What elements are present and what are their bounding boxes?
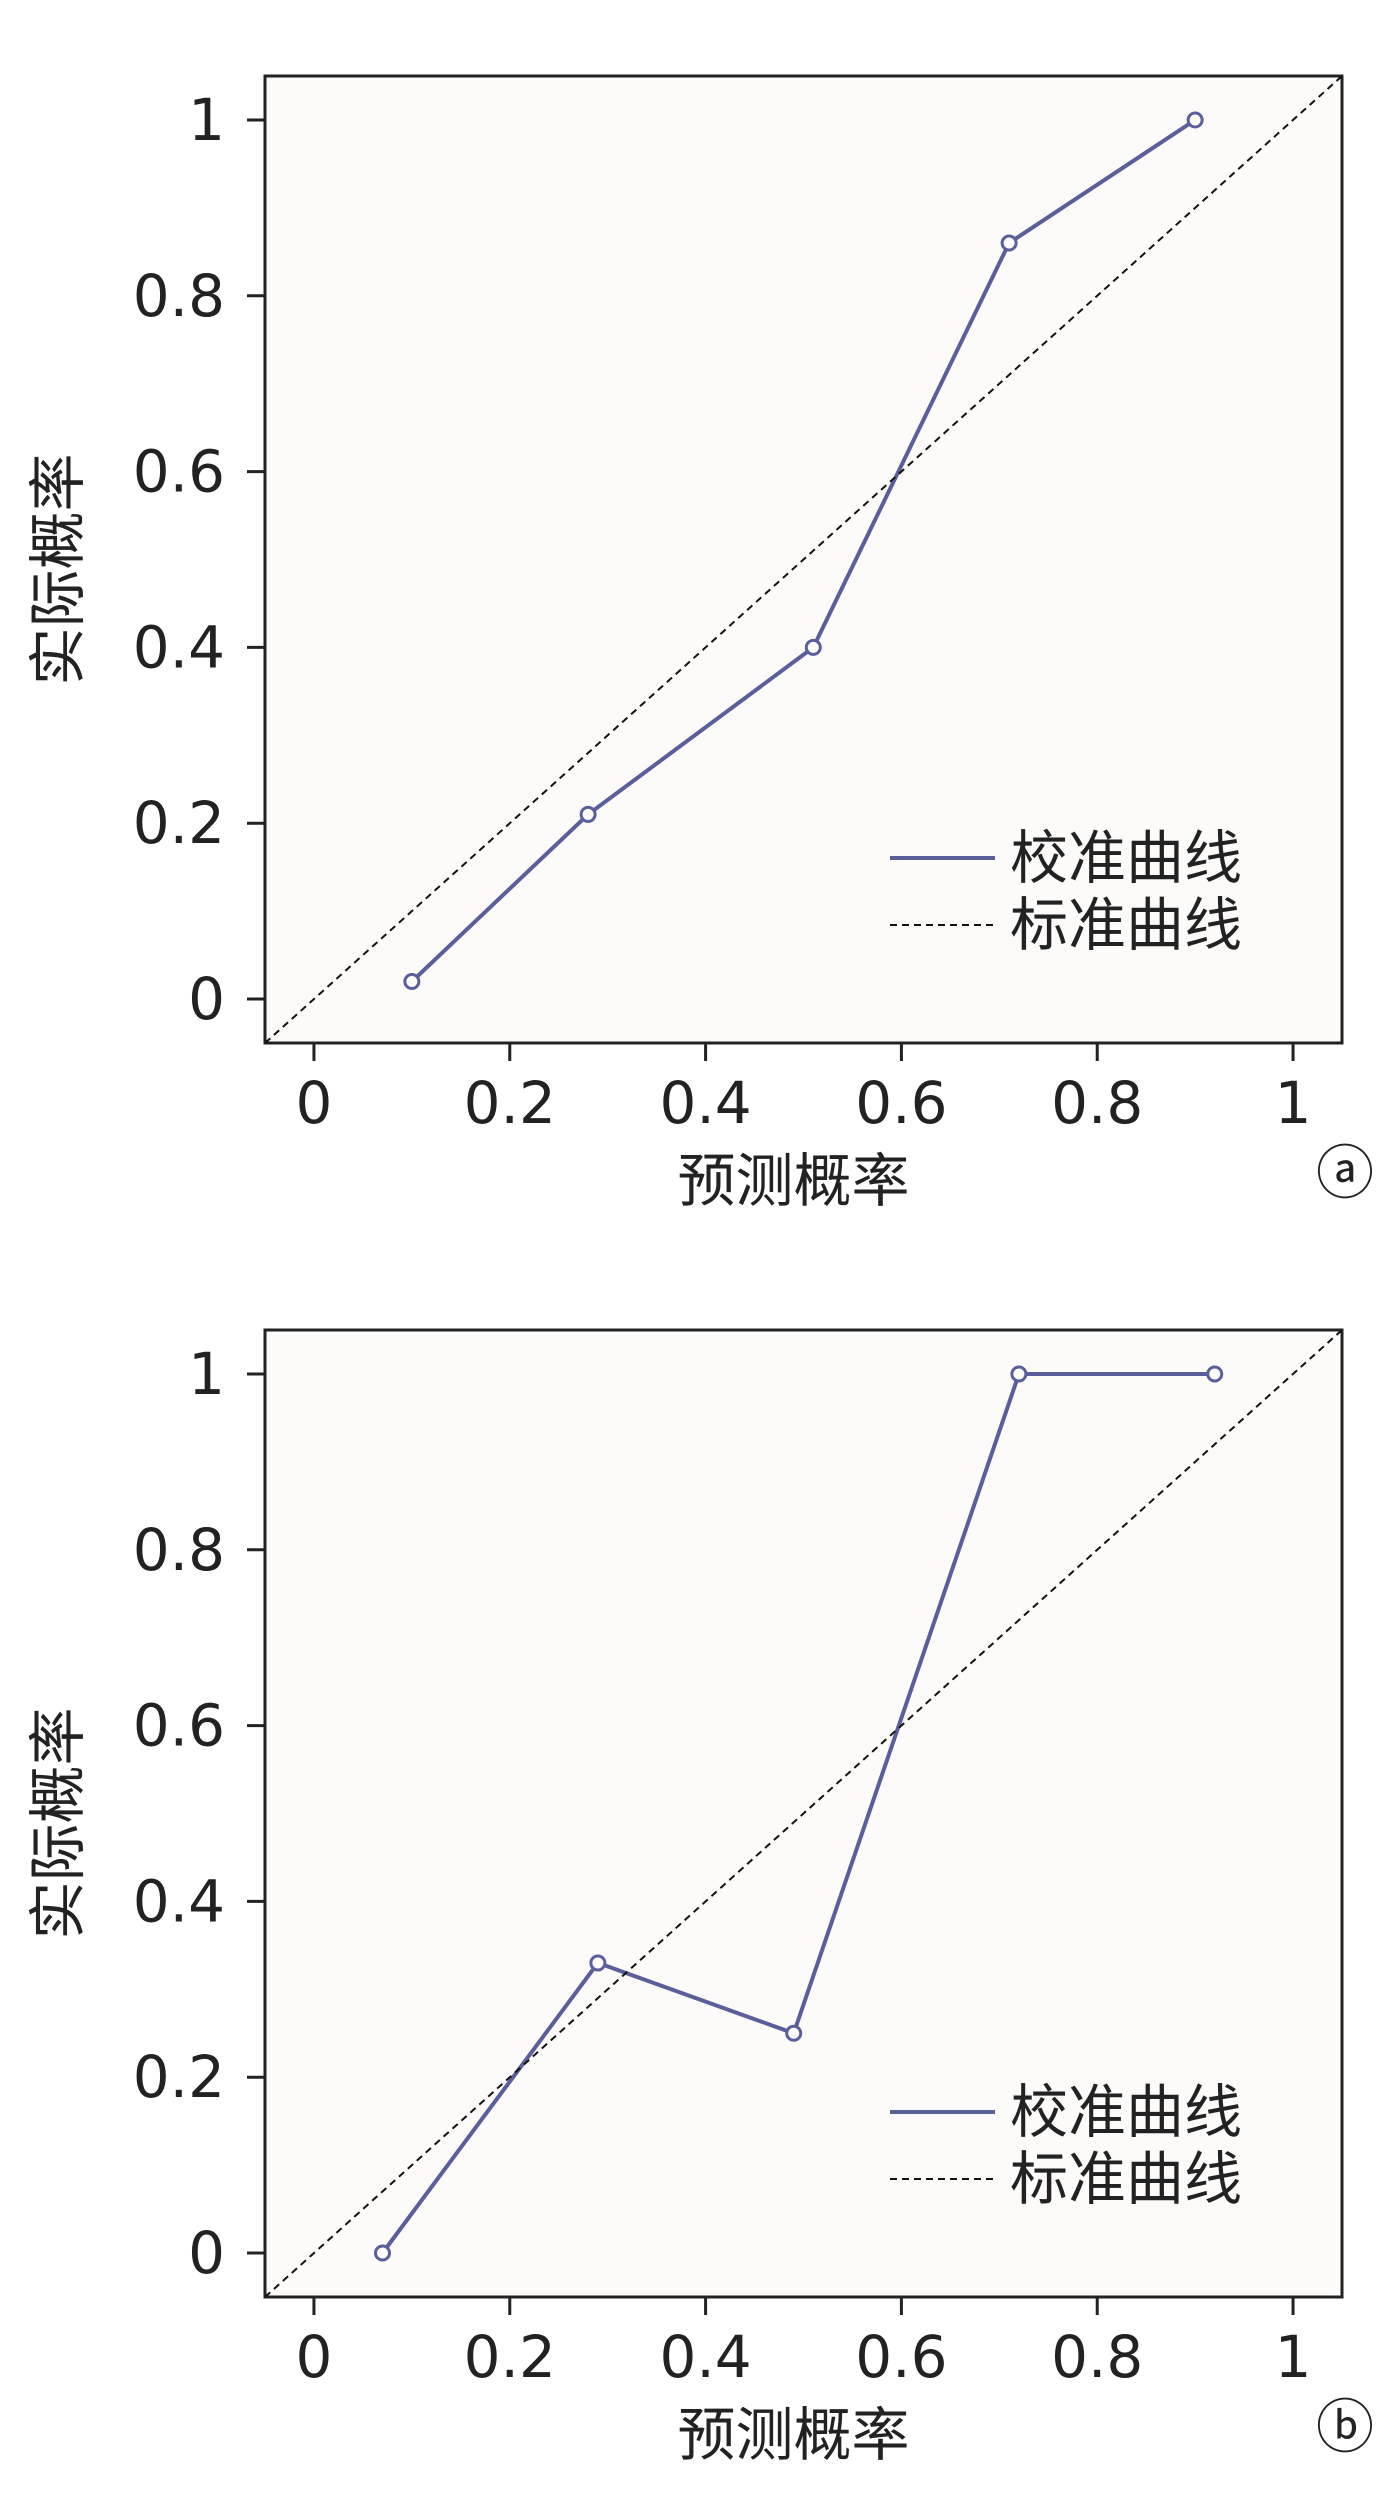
x-axis-label: 预测概率 xyxy=(677,1147,909,1215)
panel-label: ⓐ xyxy=(1316,1139,1374,1207)
data-point xyxy=(589,1954,607,1972)
data-point xyxy=(1000,234,1018,252)
y-axis-label: 实际概率 xyxy=(24,1707,92,1939)
data-point xyxy=(403,972,421,990)
y-tick-label: 0 xyxy=(188,2219,225,2287)
legend-label: 标准曲线 xyxy=(1010,891,1242,959)
data-point xyxy=(785,2024,803,2042)
y-tick-label: 0.8 xyxy=(133,262,225,330)
chart-svg: 0 0.2 0.4 0.6 0.8 1 0 0.2 0.4 0.6 0.8 1 预测概率 实际概率校准曲线… xyxy=(24,74,1374,1215)
x-tick-label: 0.8 xyxy=(1051,1069,1143,1137)
data-point xyxy=(1186,111,1204,129)
data-point xyxy=(579,805,597,823)
y-tick-label: 1 xyxy=(188,86,225,154)
y-tick-label: 0.4 xyxy=(133,1867,225,1935)
y-tick-label: 0.2 xyxy=(133,789,225,857)
calibration-chart-b: 0 0.2 0.4 0.6 0.8 1 0 0.2 0.4 0.6 0.8 1 预测概率 实际概率校准曲线… xyxy=(0,1250,1379,2501)
y-tick-label: 1 xyxy=(188,1340,225,1408)
legend-label: 标准曲线 xyxy=(1010,2145,1242,2213)
reference-line xyxy=(265,1330,1342,2297)
x-tick-label: 0.6 xyxy=(855,1069,947,1137)
data-point xyxy=(373,2244,391,2262)
y-tick-label: 0.6 xyxy=(133,438,225,506)
data-point xyxy=(804,638,822,656)
x-tick-label: 1 xyxy=(1275,2323,1312,2391)
legend-label: 校准曲线 xyxy=(1010,2078,1242,2146)
x-tick-label: 0.2 xyxy=(464,1069,556,1137)
y-tick-label: 0.8 xyxy=(133,1516,225,1584)
reference-line xyxy=(265,76,1342,1043)
panel-label: ⓑ xyxy=(1316,2393,1374,2461)
y-tick-label: 0.6 xyxy=(133,1692,225,1760)
y-tick-label: 0.4 xyxy=(133,613,225,681)
chart-svg: 0 0.2 0.4 0.6 0.8 1 0 0.2 0.4 0.6 0.8 1 预测概率 实际概率校准曲线… xyxy=(24,1328,1374,2469)
y-tick-label: 0 xyxy=(188,965,225,1033)
data-point xyxy=(1010,1365,1028,1383)
x-tick-label: 1 xyxy=(1275,1069,1312,1137)
x-axis-label: 预测概率 xyxy=(677,2401,909,2469)
x-tick-label: 0 xyxy=(296,2323,333,2391)
y-tick-label: 0.2 xyxy=(133,2043,225,2111)
data-point xyxy=(1206,1365,1224,1383)
y-axis-label: 实际概率 xyxy=(24,453,92,685)
x-tick-label: 0.4 xyxy=(659,2323,751,2391)
x-tick-label: 0.6 xyxy=(855,2323,947,2391)
x-tick-label: 0.2 xyxy=(464,2323,556,2391)
calibration-chart-a: 0 0.2 0.4 0.6 0.8 1 0 0.2 0.4 0.6 0.8 1 预测概率 实际概率校准曲线… xyxy=(0,0,1379,1250)
legend-label: 校准曲线 xyxy=(1010,824,1242,892)
x-tick-label: 0 xyxy=(296,1069,333,1137)
x-tick-label: 0.8 xyxy=(1051,2323,1143,2391)
x-tick-label: 0.4 xyxy=(659,1069,751,1137)
